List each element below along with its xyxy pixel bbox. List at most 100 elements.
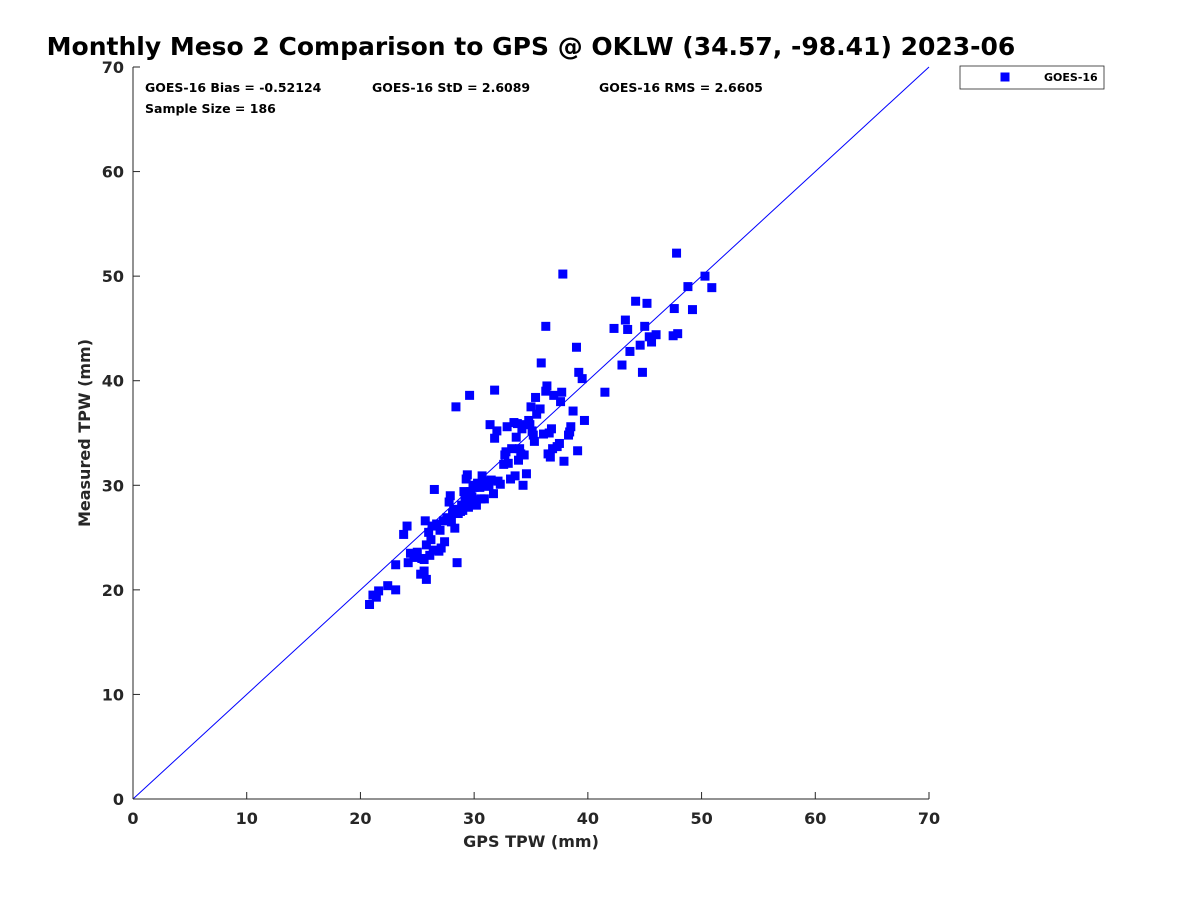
data-point <box>490 385 500 395</box>
data-point <box>374 586 384 596</box>
data-point <box>640 321 650 331</box>
x-tick-label: 20 <box>349 809 371 828</box>
data-points <box>365 248 717 609</box>
data-point <box>707 283 717 293</box>
data-point <box>549 390 559 400</box>
data-point <box>506 474 516 484</box>
data-point <box>531 392 541 402</box>
data-point <box>471 500 481 510</box>
x-tick-label: 70 <box>918 809 940 828</box>
data-point <box>445 491 455 501</box>
x-tick-label: 60 <box>804 809 826 828</box>
data-point <box>478 476 488 486</box>
legend-label: GOES-16 <box>1044 71 1098 84</box>
data-point <box>391 560 401 570</box>
x-axis-label: GPS TPW (mm) <box>463 832 599 851</box>
legend: GOES-16 <box>959 65 1105 90</box>
data-point <box>427 521 437 531</box>
data-point <box>687 305 697 315</box>
data-point <box>541 321 551 331</box>
y-tick-label: 0 <box>113 790 124 809</box>
data-point <box>617 360 627 370</box>
data-point <box>460 494 470 504</box>
data-point <box>623 324 633 334</box>
data-point <box>573 446 583 456</box>
stat-bias: GOES-16 Bias = -0.52124 <box>145 80 322 95</box>
y-axis-label: Measured TPW (mm) <box>75 339 94 527</box>
stat-sample-size: Sample Size = 186 <box>145 101 276 116</box>
data-point <box>558 269 568 279</box>
stat-std: GOES-16 StD = 2.6089 <box>372 80 530 95</box>
data-point <box>546 424 556 434</box>
data-point <box>700 271 710 281</box>
data-point <box>462 470 472 480</box>
x-tick-label: 0 <box>127 809 138 828</box>
data-point <box>515 444 525 454</box>
data-point <box>440 537 450 547</box>
data-point <box>484 480 494 490</box>
data-point <box>511 432 521 442</box>
y-tick-label: 60 <box>102 163 124 182</box>
data-point <box>507 444 517 454</box>
data-point <box>637 367 647 377</box>
data-point <box>492 426 502 436</box>
data-point <box>559 456 569 466</box>
data-point <box>669 304 679 314</box>
y-tick-label: 20 <box>102 581 124 600</box>
data-point <box>399 529 409 539</box>
data-point <box>475 482 485 492</box>
data-point <box>420 516 430 526</box>
data-point <box>579 415 589 425</box>
y-tick-label: 30 <box>102 476 124 495</box>
data-point <box>402 521 412 531</box>
x-tick-label: 40 <box>577 809 599 828</box>
data-point <box>495 479 505 489</box>
data-point <box>642 298 652 308</box>
data-point <box>499 459 509 469</box>
data-point <box>525 420 535 430</box>
data-point <box>513 455 523 465</box>
data-point <box>403 558 413 568</box>
data-point <box>644 332 654 342</box>
data-point <box>458 505 468 515</box>
data-point <box>512 419 522 429</box>
data-point <box>545 452 555 462</box>
data-point <box>566 422 576 432</box>
data-point <box>465 499 475 509</box>
data-point <box>620 315 630 325</box>
data-point <box>470 495 480 505</box>
data-point <box>383 581 393 591</box>
y-tick-label: 50 <box>102 267 124 286</box>
data-point <box>419 566 429 576</box>
y-tick-label: 10 <box>102 685 124 704</box>
x-tick-label: 10 <box>236 809 258 828</box>
data-point <box>446 517 456 527</box>
data-point <box>485 420 495 430</box>
data-point <box>442 513 452 523</box>
data-point <box>486 475 496 485</box>
data-point <box>425 550 435 560</box>
x-tick-label: 50 <box>690 809 712 828</box>
data-point <box>490 433 500 443</box>
data-point <box>577 374 587 384</box>
data-point <box>436 543 446 553</box>
data-point <box>565 427 575 437</box>
legend-box <box>959 65 1105 90</box>
data-point <box>542 381 552 391</box>
data-point <box>419 555 429 565</box>
data-point <box>421 574 431 584</box>
data-point <box>529 436 539 446</box>
data-point <box>501 447 511 457</box>
data-point <box>459 487 469 497</box>
stat-rms: GOES-16 RMS = 2.6605 <box>599 80 763 95</box>
data-point <box>535 404 545 414</box>
data-point <box>568 406 578 416</box>
data-point <box>488 489 498 499</box>
data-point <box>479 494 489 504</box>
data-point <box>424 527 434 537</box>
data-point <box>651 330 661 340</box>
data-point <box>391 585 401 595</box>
plot-area: 0 10 20 30 40 50 60 70 0 10 20 30 40 50 60 70 GOES-16 B… <box>102 58 940 828</box>
data-point <box>412 547 422 557</box>
data-point <box>502 422 512 432</box>
